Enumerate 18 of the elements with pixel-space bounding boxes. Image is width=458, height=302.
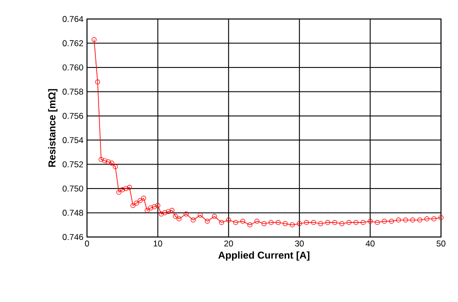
y-tick-label: 0.762: [62, 40, 84, 46]
y-tick-label: 0.750: [62, 186, 84, 192]
y-tick-label: 0.754: [62, 137, 84, 144]
x-tick-label: 50: [436, 240, 446, 247]
x-tick-label: 10: [154, 240, 162, 247]
y-tick-label: 0.758: [62, 88, 84, 95]
x-tick-label: 30: [295, 240, 304, 247]
y-axis-title: Resistance [mΩ]: [48, 89, 58, 167]
y-tick-label: 0.756: [62, 112, 84, 119]
y-tick-label: 0.748: [62, 210, 84, 216]
x-axis-title: Applied Current [A]: [218, 251, 310, 261]
y-tick-label: 0.746: [62, 234, 84, 240]
y-tick-label: 0.752: [62, 161, 84, 168]
y-tick-label: 0.764: [62, 16, 84, 22]
y-tick-label: 0.760: [62, 64, 84, 70]
x-tick-label: 20: [224, 240, 233, 247]
x-tick-label: 40: [366, 240, 375, 247]
x-tick-label: 0: [84, 240, 90, 247]
